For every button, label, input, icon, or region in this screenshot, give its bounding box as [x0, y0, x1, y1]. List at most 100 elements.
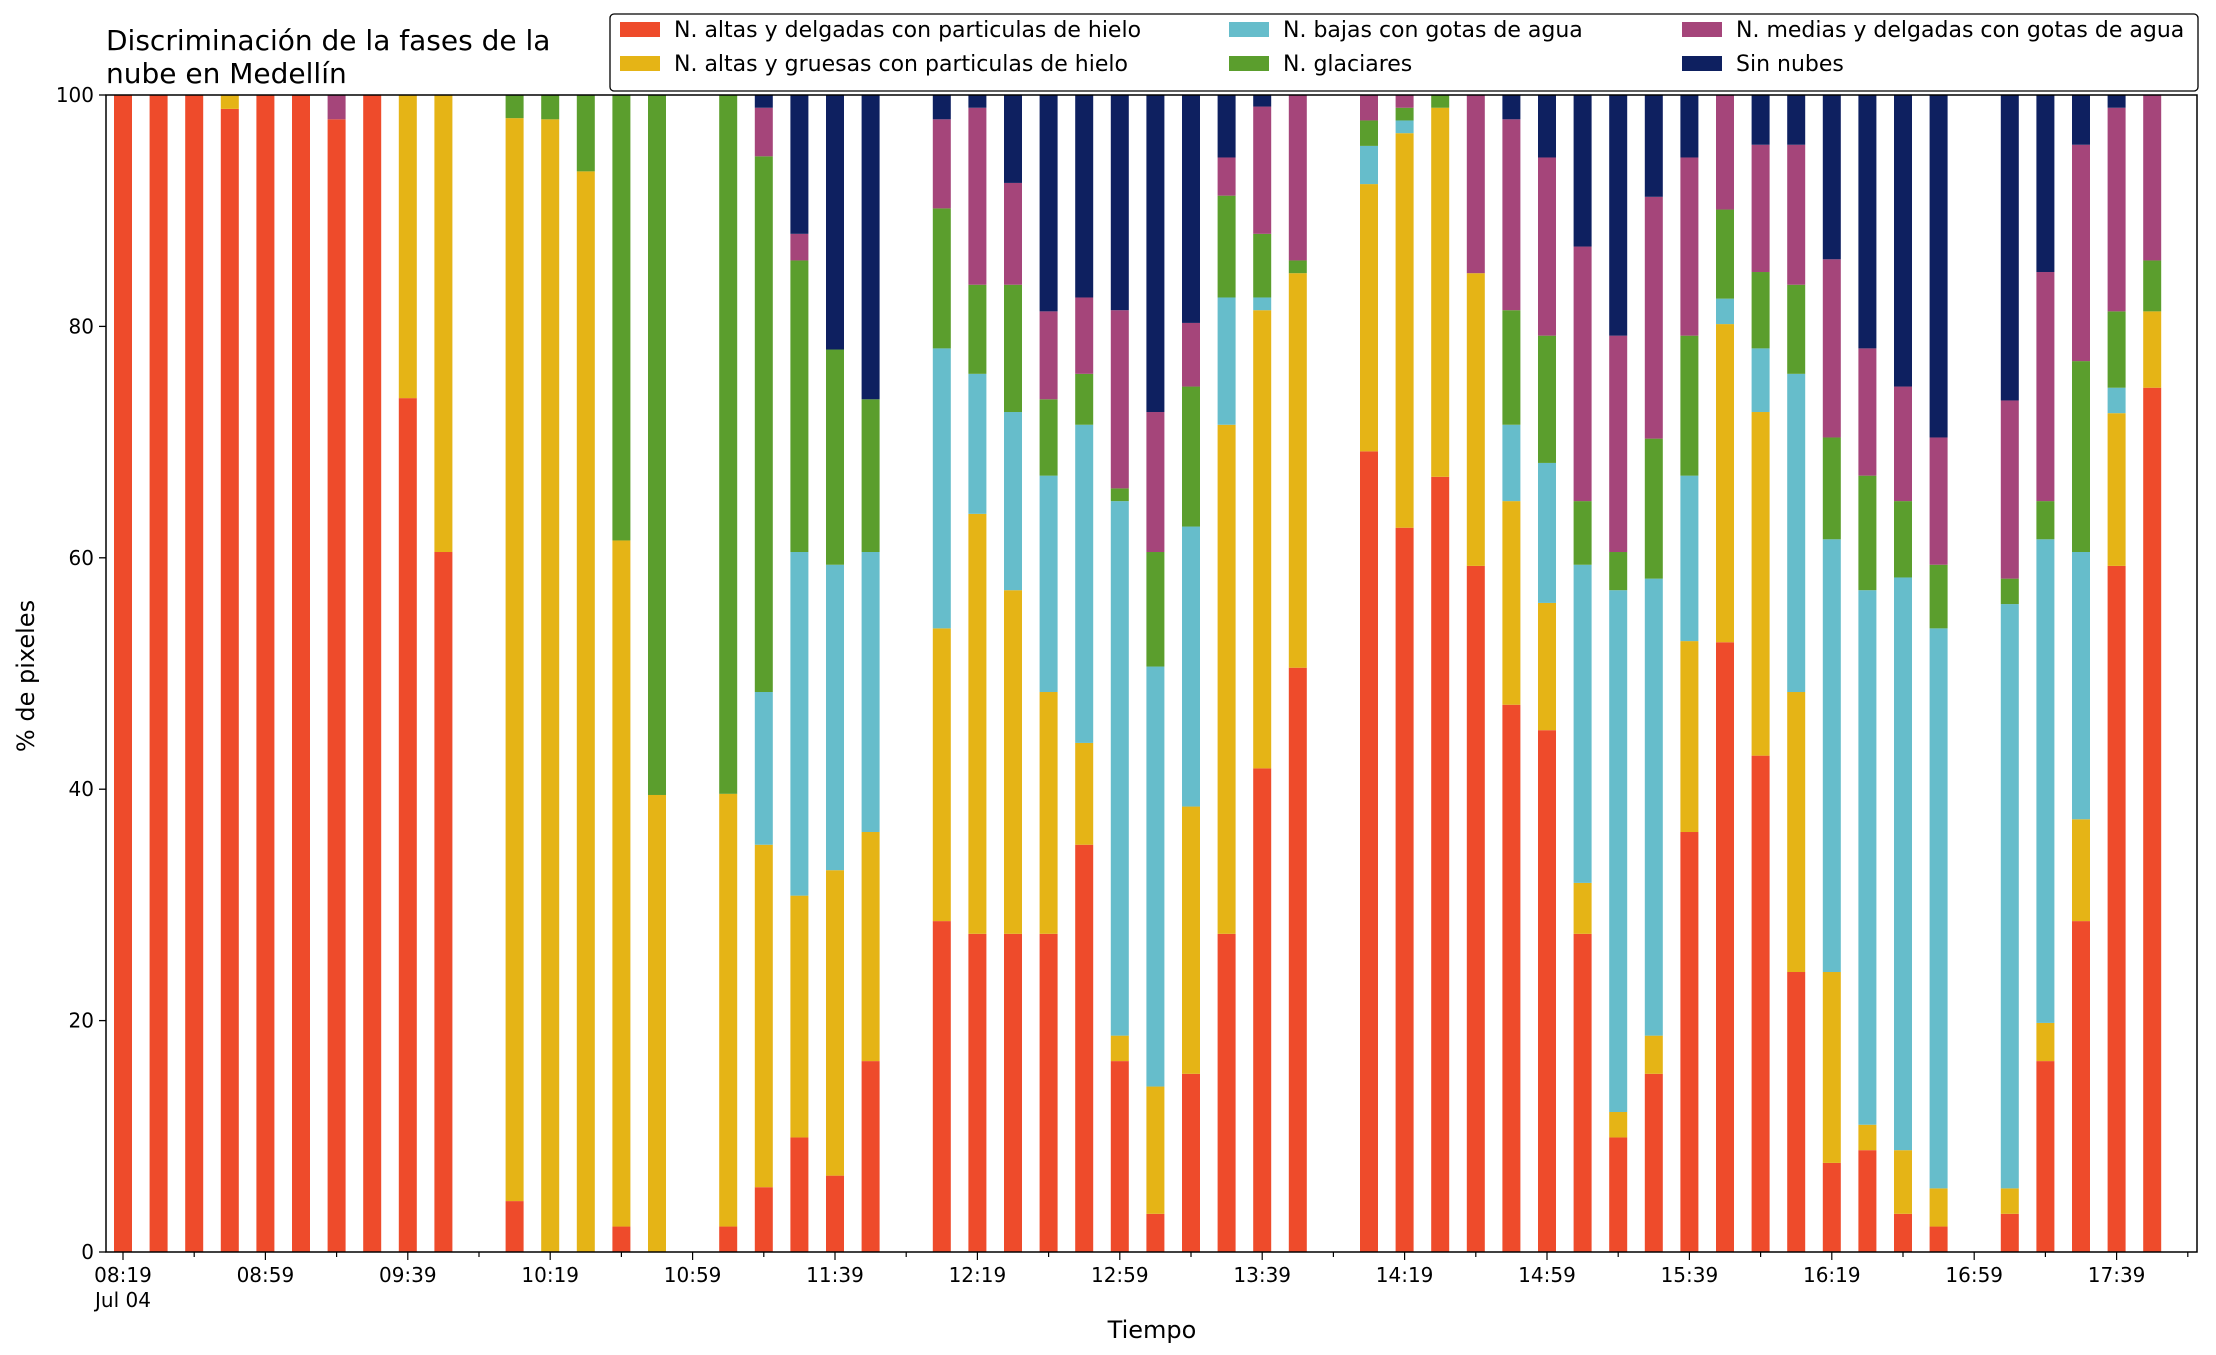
bar-segment	[256, 95, 275, 1252]
bar-segment	[1039, 933, 1058, 1252]
bar-segment	[1609, 552, 1628, 591]
bar-segment	[1502, 310, 1521, 425]
bar-segment	[1716, 209, 1734, 299]
bar-segment	[1395, 120, 1414, 134]
x-tick-label: 12:59	[1091, 1263, 1149, 1287]
bar-segment	[1644, 578, 1663, 1036]
legend-swatch	[620, 56, 660, 71]
bar-segment	[2143, 95, 2162, 261]
x-axis-label: Tiempo	[1107, 1316, 1197, 1344]
bar-segment	[1466, 95, 1485, 274]
bar-segment	[2072, 361, 2090, 553]
bar-segment	[1894, 95, 1912, 387]
bar-segment	[1146, 95, 1165, 413]
bar-segment	[2143, 260, 2162, 312]
bar-segment	[1716, 642, 1734, 1252]
bar-segment	[1431, 476, 1450, 1252]
bar-segment	[2000, 400, 2019, 579]
bar-segment	[1716, 95, 1734, 210]
bar-segment	[398, 398, 417, 1252]
bar-segment	[1894, 1213, 1912, 1252]
bars-layer	[114, 95, 2162, 1253]
bar-segment	[2143, 387, 2162, 1253]
bar-segment	[1288, 260, 1307, 274]
bar-segment	[968, 933, 987, 1252]
bar-segment	[1253, 106, 1272, 234]
bar-segment	[1360, 451, 1378, 1252]
bar-segment	[1609, 335, 1628, 553]
bar-segment	[1502, 95, 1521, 120]
bar-segment	[1146, 1213, 1165, 1252]
bar-segment	[1644, 438, 1663, 579]
bar-segment	[1573, 882, 1592, 934]
bar-segment	[1075, 742, 1094, 845]
bar-segment	[1004, 284, 1022, 413]
bar-segment	[754, 95, 773, 108]
bar-segment	[1182, 95, 1200, 323]
bar-segment	[1431, 107, 1450, 477]
bar-segment	[2107, 107, 2126, 312]
legend-label: N. altas y gruesas con particulas de hie…	[674, 52, 1128, 77]
bar-segment	[1858, 475, 1877, 591]
bar-segment	[1253, 233, 1272, 298]
bar-segment	[719, 95, 738, 794]
bar-segment	[505, 1201, 524, 1252]
bar-segment	[826, 564, 844, 871]
y-tick-label: 100	[56, 83, 94, 107]
y-axis-label: % de pixeles	[12, 600, 40, 752]
bar-segment	[648, 95, 666, 795]
bar-segment	[1609, 1112, 1628, 1138]
bar-segment	[1751, 144, 1770, 273]
bar-segment	[1217, 424, 1236, 934]
bar-segment	[1004, 182, 1022, 285]
bar-segment	[861, 95, 880, 400]
bar-segment	[968, 95, 987, 108]
bar-segment	[1466, 565, 1485, 1252]
bar-segment	[1502, 704, 1521, 1252]
x-tick-label: 10:59	[664, 1263, 722, 1287]
bar-segment	[1822, 95, 1841, 260]
bar-segment	[861, 832, 880, 1062]
bar-segment	[1787, 692, 1806, 972]
x-tick-label: 13:39	[1233, 1263, 1291, 1287]
bar-segment	[1573, 246, 1592, 502]
bar-segment	[1609, 1137, 1628, 1252]
bar-segment	[1004, 412, 1022, 591]
bar-segment	[1253, 310, 1272, 769]
bar-segment	[1004, 95, 1022, 183]
bar-segment	[1466, 273, 1485, 566]
bar-segment	[2036, 95, 2055, 273]
bar-segment	[1573, 564, 1592, 883]
bar-segment	[1716, 298, 1734, 325]
bar-segment	[2036, 501, 2055, 540]
bar-segment	[434, 552, 453, 1252]
y-tick-label: 80	[69, 314, 94, 338]
bar-segment	[1110, 501, 1129, 1036]
bar-segment	[1075, 95, 1094, 298]
bar-segment	[1395, 133, 1414, 528]
bar-segment	[1395, 107, 1414, 121]
bar-segment	[220, 95, 239, 109]
bar-segment	[220, 108, 239, 1252]
bar-segment	[2072, 552, 2090, 820]
bar-segment	[1039, 399, 1058, 476]
bar-segment	[719, 1226, 738, 1252]
bar-segment	[541, 119, 560, 1252]
bar-segment	[1644, 95, 1663, 197]
bar-segment	[2000, 578, 2019, 605]
bar-segment	[754, 107, 773, 157]
bar-segment	[149, 95, 168, 1252]
bar-segment	[932, 95, 951, 120]
bar-segment	[1929, 95, 1948, 438]
bar-segment	[1395, 95, 1414, 108]
legend-swatch	[1682, 22, 1722, 37]
bar-segment	[826, 349, 844, 565]
bar-segment	[790, 233, 809, 261]
legend-label: N. bajas con gotas de agua	[1283, 18, 1583, 43]
x-tick-label: 17:39	[2088, 1263, 2146, 1287]
bar-segment	[2107, 565, 2126, 1252]
bar-segment	[1929, 564, 1948, 629]
bar-segment	[1787, 144, 1806, 285]
bar-segment	[1858, 95, 1877, 349]
